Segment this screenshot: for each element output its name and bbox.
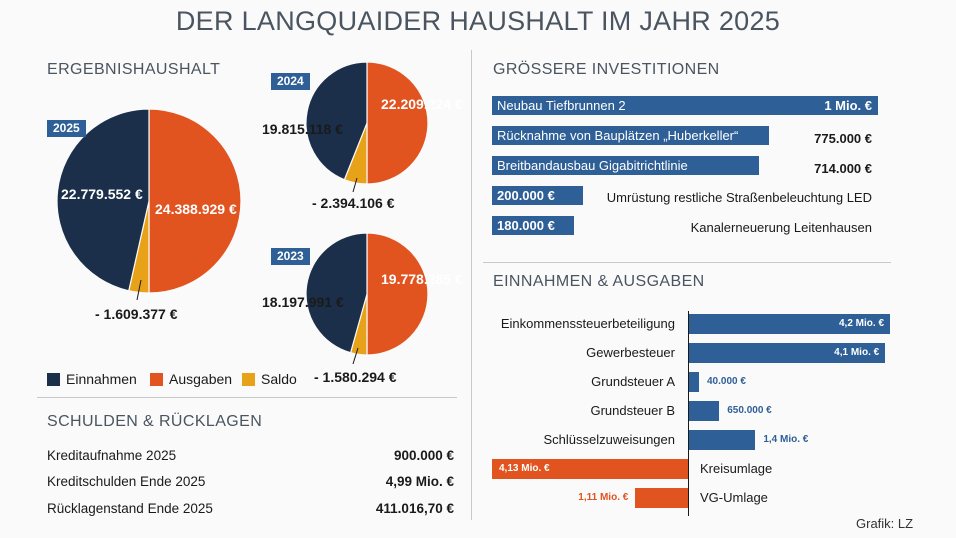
legend-swatch-saldo: [242, 373, 255, 386]
investment-bar-kanal: 180.000 €: [492, 216, 574, 235]
legend-label-saldo: Saldo: [261, 371, 297, 387]
credit: Grafik: LZ: [856, 516, 914, 531]
ea-value-label: 1,4 Mio. €: [763, 434, 809, 445]
investment-bar-breitband: Breitbandausbau Gigabitrichtlinie: [492, 156, 759, 175]
ea-bar-5: [492, 459, 688, 479]
pie-year-tag-2023: 2023: [271, 248, 310, 265]
investitionen-heading: GRÖSSERE INVESTITIONEN: [493, 61, 720, 78]
pie-slice-einnahmen-2025: [56, 108, 150, 292]
ea-value-label: 4,1 Mio. €: [834, 347, 880, 358]
pie-leader-line-2024: [352, 177, 358, 193]
pie-charts: [56, 61, 429, 365]
ea-bar-2: [688, 372, 699, 392]
debt-value-kreditaufnahme: 900.000 €: [393, 448, 454, 463]
left-divider: [37, 397, 457, 398]
pie-leader-line-2025: [136, 279, 142, 301]
ea-category-label: Schlüsselzuweisungen: [543, 432, 675, 447]
pie-label-saldo-2025: - 1.609.377 €: [95, 306, 178, 322]
debt-label-ruecklagen: Rücklagenstand Ende 2025: [47, 501, 213, 516]
investment-value: 1 Mio. €: [824, 98, 872, 113]
pie-slice-ausgaben-2025: [148, 108, 242, 294]
ea-bar-6: [635, 488, 688, 508]
legend-swatch-ausgaben: [150, 373, 163, 386]
ergebnis-heading: ERGEBNISHAUSHALT: [47, 61, 221, 78]
ea-bar-4: [688, 430, 756, 450]
ea-value-label: 650.000 €: [727, 405, 772, 416]
page-title: DER LANGQUAIDER HAUSHALT IM JAHR 2025: [175, 6, 781, 36]
ea-value-label: 4,2 Mio. €: [838, 318, 884, 329]
ea-bar-3: [688, 401, 720, 421]
investment-value-huberkeller: 775.000 €: [814, 131, 872, 146]
ea-value-label: 40.000 €: [707, 376, 746, 387]
ea-category-label: Grundsteuer B: [590, 403, 675, 418]
ea-value-label: 1,11 Mio. €: [578, 492, 629, 503]
ea-category-label: Gewerbesteuer: [586, 345, 675, 360]
pie-label-ausgaben-2023: 19.778.285 €: [381, 271, 463, 287]
ea-bar-0: [688, 314, 890, 334]
ea-category-label: Kreisumlage: [700, 461, 773, 476]
pie-label-einnahmen-2025: 22.779.552 €: [61, 186, 143, 202]
column-divider: [471, 50, 472, 520]
pie-label-einnahmen-2023: 18.197.991 €: [262, 294, 344, 310]
investment-label: Rücknahme von Bauplätzen „Huberkeller“: [497, 128, 739, 143]
pie-label-ausgaben-2024: 22.209.224 €: [381, 96, 463, 112]
ea-value-label: 4,13 Mio. €: [499, 463, 550, 474]
investment-value-breitband: 714.000 €: [814, 161, 872, 176]
pie-slice-einnahmen-2023: [305, 232, 368, 354]
debt-label-kreditschulden: Kreditschulden Ende 2025: [47, 474, 206, 489]
pie-slice-einnahmen-2024: [305, 61, 368, 181]
pie-label-saldo-2023: - 1.580.294 €: [314, 369, 397, 385]
investment-value: 200.000 €: [497, 188, 555, 203]
pie-label-einnahmen-2024: 19.815.118 €: [262, 121, 343, 137]
pie-label-ausgaben-2025: 24.388.929 €: [155, 201, 237, 217]
legend-swatch-einnahmen: [47, 373, 60, 386]
investment-label-kanal: Kanalerneuerung Leitenhausen: [690, 220, 872, 235]
investment-value: 180.000 €: [497, 218, 555, 233]
investment-bar-huberkeller: Rücknahme von Bauplätzen „Huberkeller“: [492, 126, 769, 145]
pie-slice-ausgaben-2024: [366, 61, 429, 185]
einnahmen-ausgaben-heading: EINNAHMEN & AUSGABEN: [493, 273, 705, 290]
ea-bar-1: [688, 343, 886, 363]
pie-label-saldo-2024: - 2.394.106 €: [312, 195, 395, 211]
ea-category-label: Grundsteuer A: [591, 374, 675, 389]
pie-slice-ausgaben-2023: [366, 232, 429, 356]
debt-value-kreditschulden: 4,99 Mio. €: [385, 474, 454, 489]
legend-label-einnahmen: Einnahmen: [66, 371, 137, 387]
investment-label-strassenbeleuchtung: Umrüstung restliche Straßenbeleuchtung L…: [606, 190, 872, 205]
investment-bar-strassenbeleuchtung: 200.000 €: [492, 186, 583, 205]
debt-value-ruecklagen: 411.016,70 €: [375, 501, 454, 516]
legend-label-ausgaben: Ausgaben: [169, 371, 233, 387]
pie-year-tag-2024: 2024: [271, 73, 310, 90]
ea-axis-line: [688, 311, 689, 516]
debt-label-kreditaufnahme: Kreditaufnahme 2025: [47, 448, 177, 463]
ea-category-label: Einkommenssteuerbeteiligung: [500, 316, 675, 331]
schulden-heading: SCHULDEN & RÜCKLAGEN: [47, 413, 263, 430]
ea-category-label: VG-Umlage: [700, 490, 768, 505]
right-divider: [483, 262, 891, 263]
investment-label: Breitbandausbau Gigabitrichtlinie: [497, 158, 688, 173]
investment-label: Neubau Tiefbrunnen 2: [497, 98, 626, 113]
investment-bar-tiefbrunnen: Neubau Tiefbrunnen 2 1 Mio. €: [492, 96, 878, 115]
pie-year-tag-2025: 2025: [47, 120, 86, 137]
pie-leader-line-2023: [352, 347, 359, 365]
